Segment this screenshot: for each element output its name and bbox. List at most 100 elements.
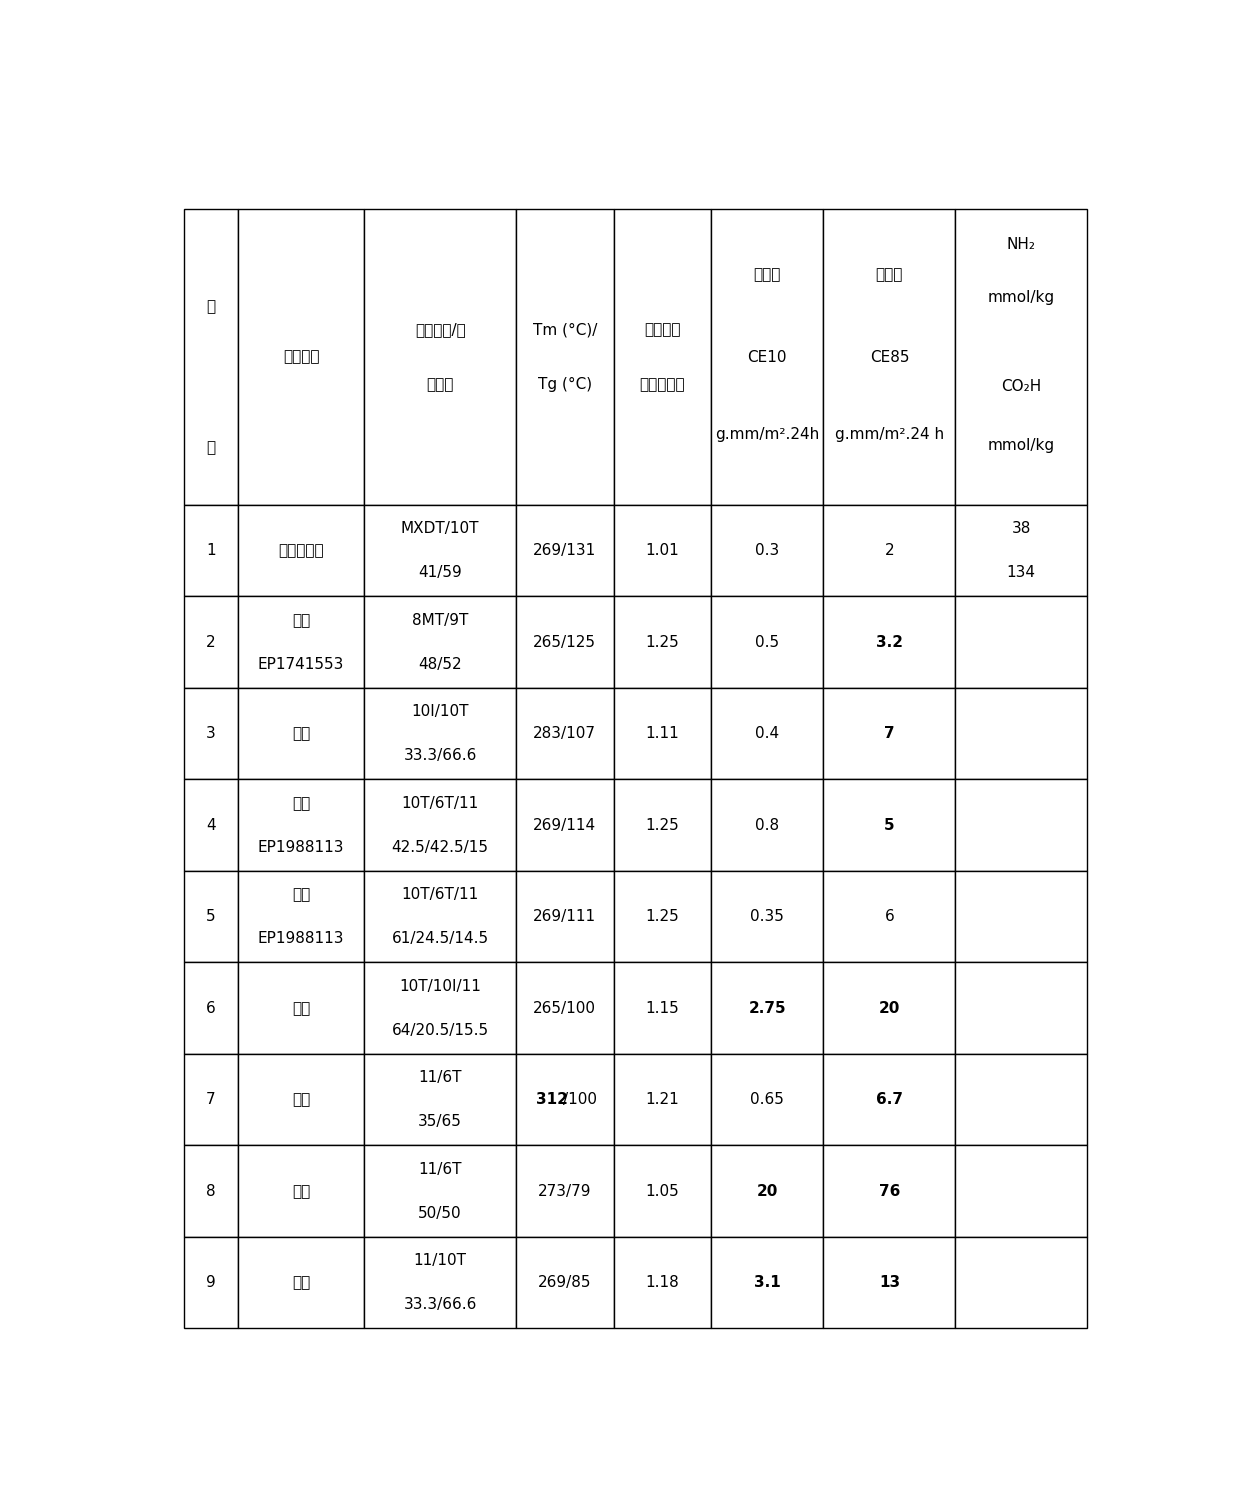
Text: 2: 2 xyxy=(884,543,894,558)
Text: 0.3: 0.3 xyxy=(755,543,780,558)
Text: 1: 1 xyxy=(206,543,216,558)
Text: 对比: 对比 xyxy=(291,1093,310,1108)
Text: 11/6T: 11/6T xyxy=(418,1070,463,1085)
Text: 283/107: 283/107 xyxy=(533,726,596,741)
Bar xyxy=(516,505,614,597)
Bar xyxy=(614,688,712,780)
Text: 20: 20 xyxy=(879,1001,900,1016)
Text: EP1988113: EP1988113 xyxy=(258,840,345,855)
Text: 8: 8 xyxy=(206,1184,216,1199)
Bar xyxy=(823,1145,955,1237)
Bar xyxy=(614,1145,712,1237)
Text: 渗透率: 渗透率 xyxy=(754,268,781,283)
Text: 对比: 对比 xyxy=(291,887,310,902)
Text: 35/65: 35/65 xyxy=(418,1114,463,1129)
Bar xyxy=(238,1237,365,1329)
Bar xyxy=(516,688,614,780)
Bar xyxy=(712,870,823,962)
Text: mmol/kg: mmol/kg xyxy=(988,290,1055,305)
Bar xyxy=(614,505,712,597)
Text: g.mm/m².24 h: g.mm/m².24 h xyxy=(835,427,944,442)
Text: 10I/10T: 10I/10T xyxy=(412,705,469,720)
Bar xyxy=(614,962,712,1054)
Bar xyxy=(516,1054,614,1145)
Text: NH₂: NH₂ xyxy=(1007,237,1035,253)
Bar xyxy=(238,688,365,780)
Text: 对比: 对比 xyxy=(291,1184,310,1199)
Bar xyxy=(365,962,516,1054)
Text: 1.18: 1.18 xyxy=(646,1275,680,1290)
Bar xyxy=(184,780,238,870)
Text: 1.05: 1.05 xyxy=(646,1184,680,1199)
Text: 测试类型: 测试类型 xyxy=(283,350,319,365)
Text: 33.3/66.6: 33.3/66.6 xyxy=(403,1297,477,1312)
Text: 渗透率: 渗透率 xyxy=(875,268,903,283)
Bar xyxy=(365,1145,516,1237)
Text: 2: 2 xyxy=(206,634,216,649)
Bar xyxy=(614,870,712,962)
Bar xyxy=(184,209,238,505)
Bar xyxy=(238,505,365,597)
Text: 0.5: 0.5 xyxy=(755,634,780,649)
Bar xyxy=(516,780,614,870)
Text: 64/20.5/15.5: 64/20.5/15.5 xyxy=(392,1022,489,1037)
Bar xyxy=(614,1237,712,1329)
Bar xyxy=(823,505,955,597)
Bar xyxy=(365,688,516,780)
Bar xyxy=(365,1237,516,1329)
Bar xyxy=(955,1237,1087,1329)
Bar xyxy=(823,597,955,688)
Text: 10T/6T/11: 10T/6T/11 xyxy=(402,887,479,902)
Bar xyxy=(365,597,516,688)
Bar xyxy=(614,597,712,688)
Text: CE85: CE85 xyxy=(869,350,909,365)
Bar xyxy=(238,780,365,870)
Bar xyxy=(955,597,1087,688)
Text: 9: 9 xyxy=(206,1275,216,1290)
Text: 1.25: 1.25 xyxy=(646,634,680,649)
Text: 对比: 对比 xyxy=(291,1275,310,1290)
Bar xyxy=(823,688,955,780)
Text: 尔组成: 尔组成 xyxy=(427,377,454,392)
Text: 10T/6T/11: 10T/6T/11 xyxy=(402,795,479,810)
Bar xyxy=(955,780,1087,870)
Bar xyxy=(823,209,955,505)
Text: 2.75: 2.75 xyxy=(749,1001,786,1016)
Bar xyxy=(184,505,238,597)
Bar xyxy=(712,1237,823,1329)
Bar xyxy=(955,209,1087,505)
Text: 8MT/9T: 8MT/9T xyxy=(412,613,469,628)
Bar xyxy=(823,870,955,962)
Bar xyxy=(238,870,365,962)
Text: 分子结构/摩: 分子结构/摩 xyxy=(415,323,465,338)
Text: 6.7: 6.7 xyxy=(875,1093,903,1108)
Text: CE10: CE10 xyxy=(748,350,787,365)
Text: 5: 5 xyxy=(206,909,216,924)
Text: 编: 编 xyxy=(206,299,216,314)
Text: 50/50: 50/50 xyxy=(418,1205,463,1220)
Text: 对比: 对比 xyxy=(291,613,310,628)
Text: 48/52: 48/52 xyxy=(418,657,463,672)
Text: 3.1: 3.1 xyxy=(754,1275,781,1290)
Text: 4: 4 xyxy=(206,818,216,833)
Text: Tm (°C)/: Tm (°C)/ xyxy=(532,323,596,338)
Bar xyxy=(823,1054,955,1145)
Bar xyxy=(184,1054,238,1145)
Bar xyxy=(184,597,238,688)
Text: /100: /100 xyxy=(563,1093,598,1108)
Text: 0.4: 0.4 xyxy=(755,726,780,741)
Bar xyxy=(712,1054,823,1145)
Bar xyxy=(365,209,516,505)
Text: 312: 312 xyxy=(536,1093,568,1108)
Bar xyxy=(516,1145,614,1237)
Bar xyxy=(184,870,238,962)
Bar xyxy=(712,1145,823,1237)
Text: Tg (°C): Tg (°C) xyxy=(538,377,591,392)
Bar xyxy=(955,688,1087,780)
Text: 0.8: 0.8 xyxy=(755,818,780,833)
Text: 对比: 对比 xyxy=(291,726,310,741)
Text: 38: 38 xyxy=(1012,522,1030,537)
Text: 3: 3 xyxy=(206,726,216,741)
Bar xyxy=(516,870,614,962)
Text: 0.65: 0.65 xyxy=(750,1093,784,1108)
